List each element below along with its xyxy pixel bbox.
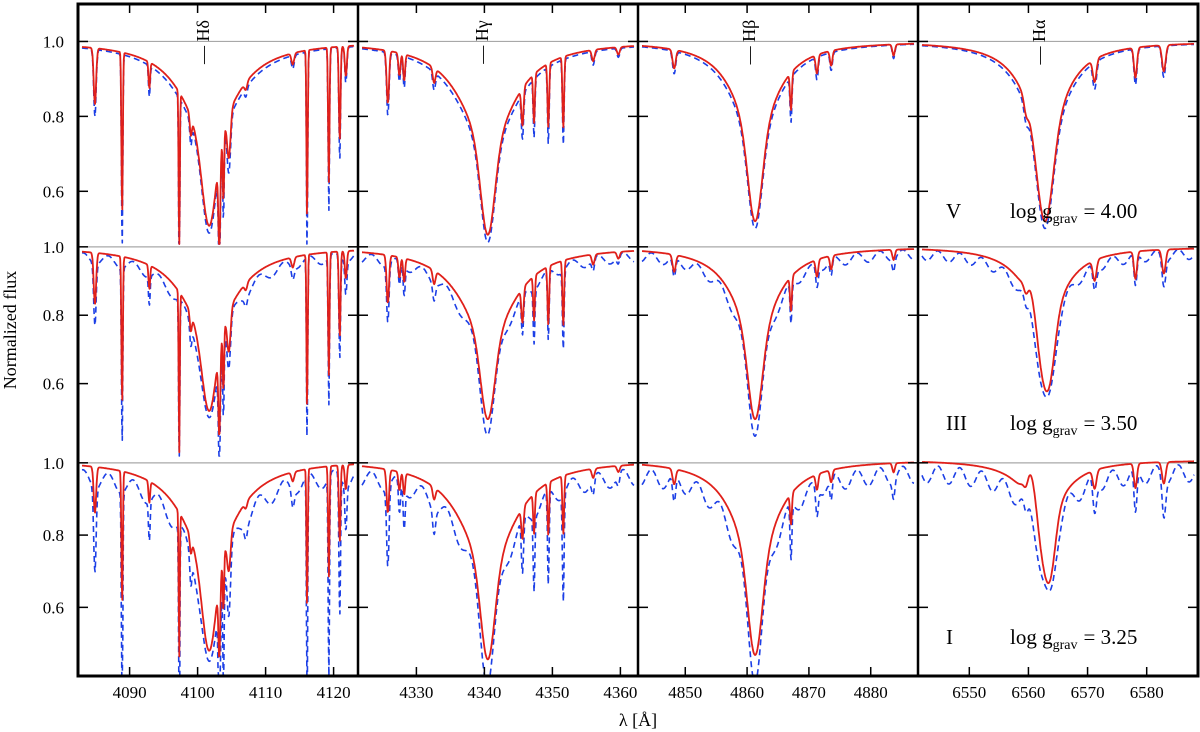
line-markers: — Hδ— Hγ— Hβ— Hα [193, 19, 1049, 66]
y-tick-label: 0.6 [43, 598, 64, 617]
reference-spectrum-halpha-i [921, 464, 1195, 592]
log-g-text: log g [1010, 625, 1053, 649]
y-tick-label: 0.6 [43, 182, 64, 201]
y-tick-label: 1.0 [43, 454, 64, 473]
continuum-lines [78, 40, 1198, 464]
log-g-value: = 4.00 [1083, 199, 1137, 223]
model-spectrum-hgamma-iii [361, 250, 635, 420]
log-g-label: log ggrav = 4.00 [1010, 199, 1137, 227]
line-marker-hgamma: — Hγ [472, 20, 492, 65]
line-marker-dash: — [193, 41, 213, 65]
reference-spectrum-hdelta-i [81, 468, 355, 677]
log-g-text: log g [1010, 411, 1053, 435]
line-marker-name: H [193, 28, 213, 41]
x-tick-labels: 4090 4100 4110 4120 4330 4340 4350 4360 4850 4860… [113, 683, 1164, 702]
x-tick-label: 4870 [792, 683, 826, 702]
log-g-subscript: grav [1053, 638, 1078, 653]
line-marker-hdelta: — Hδ [193, 20, 213, 65]
reference-spectrum-hbeta-i [641, 465, 915, 677]
log-g-subscript: grav [1053, 424, 1078, 439]
x-tick-label: 4360 [603, 683, 637, 702]
spectral-curves [81, 42, 1195, 677]
model-spectrum-hgamma-i [361, 463, 635, 661]
reference-spectrum-halpha-iii [921, 248, 1195, 398]
line-marker-name: H [739, 29, 759, 42]
line-marker-dash: — [472, 41, 492, 65]
luminosity-class-iii: III [946, 411, 967, 435]
x-tick-label: 6560 [1011, 683, 1045, 702]
x-tick-label: 6550 [952, 683, 986, 702]
x-tick-label: 4340 [467, 683, 501, 702]
line-marker-greek: δ [193, 20, 213, 28]
log-g-value: = 3.25 [1083, 625, 1137, 649]
line-marker-halpha: — Hα [1029, 19, 1049, 66]
y-tick-label: 0.8 [43, 526, 64, 545]
line-marker-name: H [472, 28, 492, 41]
model-spectrum-halpha-iii [921, 247, 1195, 393]
luminosity-class-i: I [946, 625, 953, 649]
x-axis-label: λ [Å] [619, 710, 657, 730]
model-spectrum-hdelta-v [81, 44, 355, 245]
luminosity-class-v: V [946, 199, 961, 223]
x-tick-label: 4100 [181, 683, 215, 702]
line-marker-name: H [1029, 29, 1049, 42]
model-spectrum-hbeta-v [641, 42, 915, 223]
x-tick-label: 4110 [249, 683, 282, 702]
y-tick-label: 1.0 [43, 238, 64, 257]
model-spectrum-hbeta-i [641, 461, 915, 656]
reference-spectrum-hgamma-i [361, 468, 635, 677]
log-g-subscript: grav [1053, 212, 1078, 227]
x-tick-label: 4880 [854, 683, 888, 702]
line-marker-dash: — [1029, 42, 1049, 66]
plot-frame [76, 2, 1200, 678]
x-tick-label: 4090 [113, 683, 147, 702]
reference-spectrum-hgamma-iii [361, 251, 635, 436]
model-spectrum-hdelta-i [81, 463, 355, 658]
model-spectrum-halpha-i [921, 460, 1195, 585]
x-tick-label: 4850 [668, 683, 702, 702]
x-tick-label: 4350 [535, 683, 569, 702]
y-tick-label: 0.6 [43, 375, 64, 394]
log-g-label: log ggrav = 3.50 [1010, 411, 1137, 439]
y-tick-label: 0.8 [43, 306, 64, 325]
x-tick-label: 6580 [1130, 683, 1164, 702]
y-tick-label: 0.8 [43, 107, 64, 126]
y-tick-label: 1.0 [43, 32, 64, 51]
x-tick-label: 4120 [317, 683, 351, 702]
line-marker-greek: α [1029, 19, 1049, 29]
line-marker-dash: — [739, 42, 759, 66]
reference-spectrum-hbeta-v [641, 43, 915, 230]
x-tick-label: 6570 [1071, 683, 1105, 702]
log-g-label: log ggrav = 3.25 [1010, 625, 1137, 653]
y-axis-label: Normalized flux [0, 271, 20, 389]
model-spectrum-hbeta-iii [641, 248, 915, 421]
line-marker-greek: γ [472, 20, 492, 29]
x-tick-label: 4330 [399, 683, 433, 702]
line-marker-greek: β [739, 20, 759, 29]
model-spectrum-hdelta-iii [81, 249, 355, 454]
reference-spectrum-hbeta-iii [641, 249, 915, 437]
model-spectrum-hgamma-v [361, 45, 635, 236]
model-spectrum-halpha-v [921, 43, 1195, 223]
x-tick-label: 4860 [730, 683, 764, 702]
line-marker-hbeta: — Hβ [739, 20, 759, 66]
log-g-value: = 3.50 [1083, 411, 1137, 435]
y-tick-labels: 0.6 0.8 1.0 0.6 0.8 1.0 0.6 0.8 1.0 [43, 32, 64, 617]
log-g-text: log g [1010, 199, 1053, 223]
